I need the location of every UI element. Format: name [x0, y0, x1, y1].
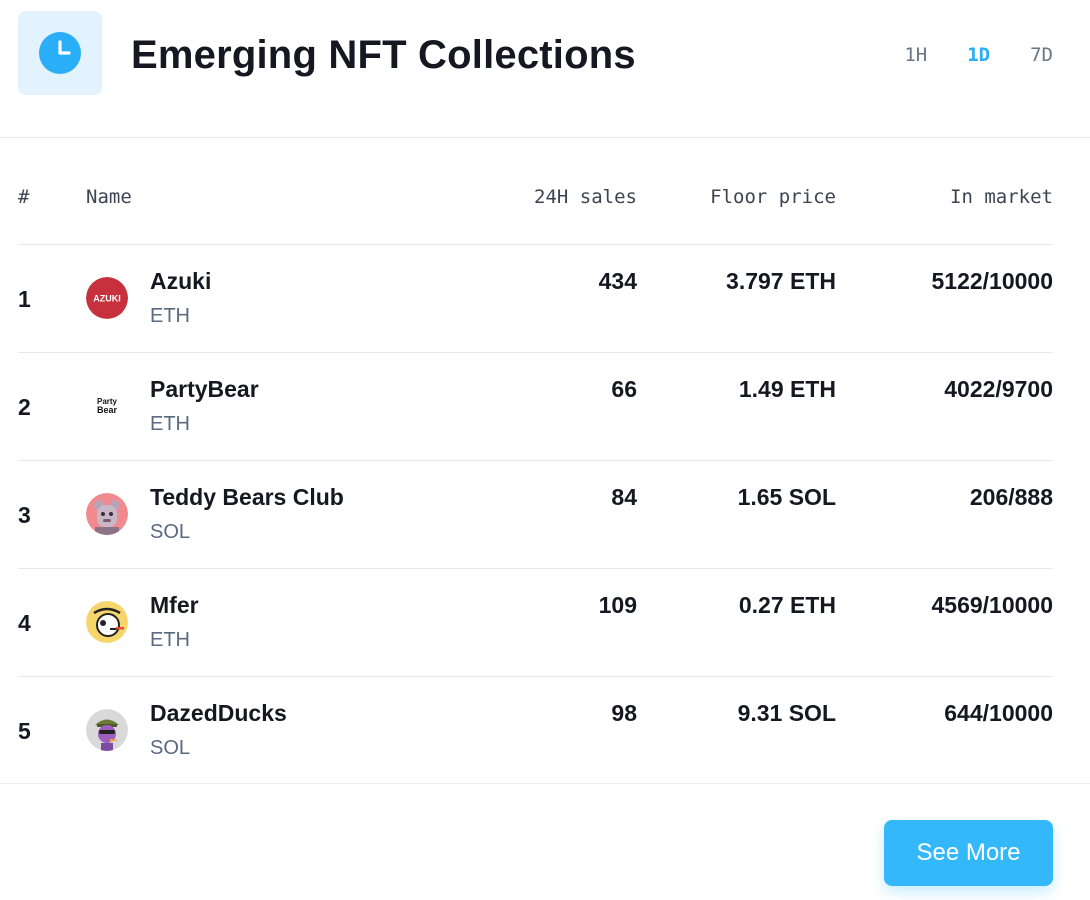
collection-name[interactable]: Teddy Bears Club	[150, 484, 344, 510]
see-more-button[interactable]: See More	[884, 820, 1053, 886]
chain-label: SOL	[150, 737, 191, 759]
column-header-sales: 24H sales	[534, 186, 637, 208]
collection-name[interactable]: DazedDucks	[150, 700, 287, 726]
sales-cell: 98	[611, 700, 637, 726]
collections-table: # Name 24H sales Floor price In market 1…	[18, 138, 1053, 785]
azuki-logo-icon: AZUKI	[86, 277, 128, 319]
tab-7d[interactable]: 7D	[1030, 44, 1053, 66]
sales-cell: 84	[611, 484, 637, 510]
rank-cell: 2	[18, 394, 31, 420]
in-market-cell: 4569/10000	[931, 592, 1053, 618]
teddy-bear-avatar-icon	[86, 493, 128, 535]
tab-1h[interactable]: 1H	[904, 44, 928, 66]
sales-cell: 109	[598, 592, 637, 618]
chain-label: SOL	[150, 521, 191, 543]
in-market-cell: 644/10000	[944, 700, 1053, 726]
sales-cell: 434	[598, 268, 637, 294]
in-market-cell: 4022/9700	[944, 376, 1053, 402]
column-header-market: In market	[950, 186, 1053, 208]
floor-price-cell: 0.27 ETH	[738, 592, 836, 618]
table-header: # Name 24H sales Floor price In market	[18, 138, 1053, 245]
rank-cell: 4	[18, 610, 31, 636]
column-header-name: Name	[86, 186, 132, 208]
page-title: Emerging NFT Collections	[131, 33, 636, 77]
floor-price-cell: 1.49 ETH	[738, 376, 836, 402]
sales-cell: 66	[611, 376, 637, 402]
table-row[interactable]: 4 Mfer ETH 109 0.27 ETH 4569/10000	[18, 569, 1053, 677]
in-market-cell: 5122/10000	[931, 268, 1053, 294]
rank-cell: 1	[18, 286, 31, 312]
table-row[interactable]: 3 Teddy Bears Club SOL 84 1.65 SOL 206/8…	[18, 461, 1053, 569]
column-header-rank: #	[18, 186, 30, 208]
floor-price-cell: 3.797 ETH	[726, 268, 836, 294]
rank-cell: 3	[18, 502, 31, 528]
chain-label: ETH	[150, 413, 190, 435]
collection-name[interactable]: Azuki	[150, 268, 212, 294]
table-row[interactable]: 5 DazedDucks SOL 98 9.31 SOL 644/10000	[18, 677, 1053, 785]
footer-divider	[0, 783, 1090, 784]
in-market-cell: 206/888	[969, 484, 1053, 510]
collection-name[interactable]: PartyBear	[150, 376, 259, 402]
svg-text:Party: Party	[97, 397, 118, 406]
period-tabs: 1H 1D 7D	[904, 42, 1053, 68]
chain-label: ETH	[150, 629, 190, 651]
svg-text:AZUKI: AZUKI	[93, 294, 121, 304]
floor-price-cell: 9.31 SOL	[737, 700, 836, 726]
chain-label: ETH	[150, 305, 190, 327]
collection-name[interactable]: Mfer	[150, 592, 199, 618]
mfer-avatar-icon	[86, 601, 128, 643]
header-icon-tile	[18, 11, 102, 95]
clock-icon	[39, 32, 81, 74]
tab-1d[interactable]: 1D	[967, 44, 991, 66]
floor-price-cell: 1.65 SOL	[737, 484, 836, 510]
table-row[interactable]: 1 AZUKI Azuki ETH 434 3.797 ETH 5122/100…	[18, 245, 1053, 353]
column-header-floor: Floor price	[710, 186, 836, 208]
svg-text:Bear: Bear	[97, 405, 118, 415]
dazed-duck-avatar-icon	[86, 709, 128, 751]
card-header: Emerging NFT Collections 1H 1D 7D	[0, 0, 1090, 138]
partybear-logo-icon: Party Bear	[86, 385, 128, 427]
rank-cell: 5	[18, 718, 31, 744]
table-row[interactable]: 2 Party Bear PartyBear ETH 66 1.49 ETH 4…	[18, 353, 1053, 461]
